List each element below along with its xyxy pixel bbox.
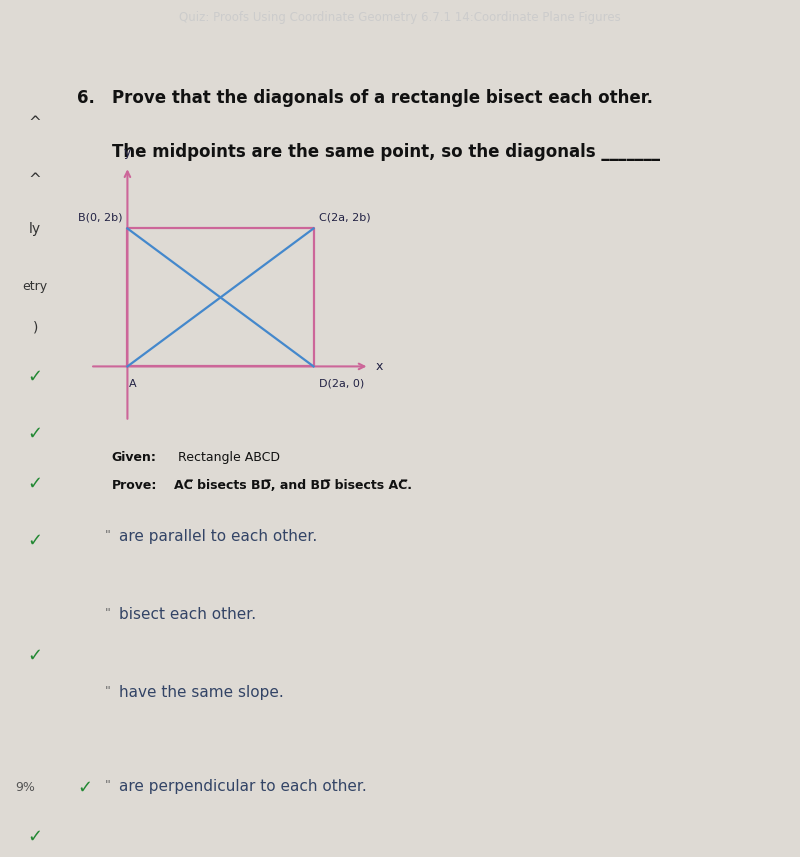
Text: A: A [129,379,136,389]
Text: Prove:: Prove: [112,479,158,492]
Text: D(2a, 0): D(2a, 0) [318,379,364,389]
Text: ^: ^ [29,172,42,187]
Text: 9%: 9% [16,781,35,794]
Text: Given:: Given: [112,451,157,464]
Text: ^: ^ [29,115,42,129]
Text: ": " [105,779,110,792]
Text: C(2a, 2b): C(2a, 2b) [318,213,370,223]
Text: ": " [105,529,110,542]
Text: ✓: ✓ [28,532,42,550]
Text: ✓: ✓ [28,475,42,493]
Text: ✓: ✓ [28,425,42,443]
Text: have the same slope.: have the same slope. [119,685,284,699]
Text: Quiz: Proofs Using Coordinate Geometry 6.7.1 14:Coordinate Plane Figures: Quiz: Proofs Using Coordinate Geometry 6… [179,11,621,25]
Text: ✓: ✓ [28,647,42,665]
Text: AC̅ bisects BD̅, and BD̅ bisects AC̅.: AC̅ bisects BD̅, and BD̅ bisects AC̅. [174,479,413,492]
Text: ": " [105,685,110,698]
Text: 6.: 6. [78,89,95,107]
Text: ly: ly [29,222,42,236]
Text: ): ) [33,321,38,334]
Text: The midpoints are the same point, so the diagonals _______: The midpoints are the same point, so the… [112,143,660,161]
Text: ✓: ✓ [28,828,42,846]
Text: are perpendicular to each other.: are perpendicular to each other. [119,779,367,794]
Text: Prove that the diagonals of a rectangle bisect each other.: Prove that the diagonals of a rectangle … [112,89,653,107]
Text: ✓: ✓ [28,368,42,386]
Text: etry: etry [22,280,48,293]
Text: ✓: ✓ [78,779,92,797]
Text: x: x [375,360,383,373]
Text: bisect each other.: bisect each other. [119,607,256,621]
Text: Rectangle ABCD: Rectangle ABCD [178,451,280,464]
Text: B(0, 2b): B(0, 2b) [78,213,122,223]
Text: ": " [105,607,110,620]
Text: y: y [124,147,131,159]
Text: are parallel to each other.: are parallel to each other. [119,529,318,543]
